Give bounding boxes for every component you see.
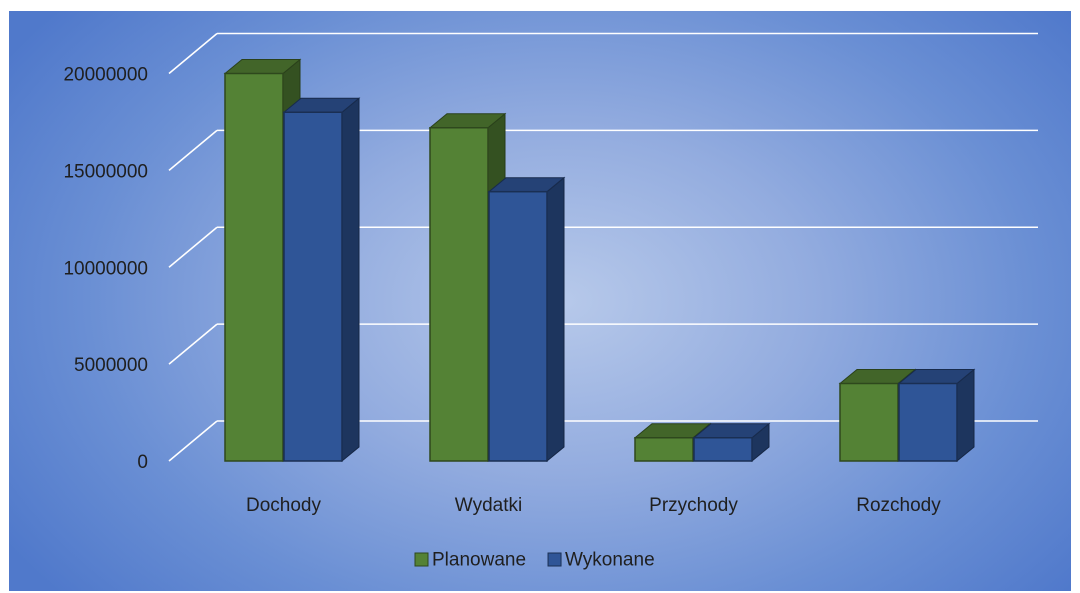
legend-swatch (414, 552, 429, 567)
bar-wykonane-rozchody (897, 368, 976, 463)
y-axis-ticks: 0500000010000000150000002000000025000000 (63, 65, 148, 474)
bar-chart: 0500000010000000150000002000000025000000… (63, 32, 1038, 571)
y-tick-label: 0 (137, 452, 148, 473)
bar-wykonane-przychody (692, 422, 771, 463)
y-tick-label: 15000000 (63, 161, 148, 182)
legend: Planowane Wykonane (414, 550, 655, 571)
x-category-label: Wydatki (455, 495, 522, 516)
legend-item: Wykonane (547, 550, 655, 571)
x-category-label: Dochody (246, 495, 321, 516)
bars (223, 58, 976, 463)
legend-label: Wykonane (565, 550, 655, 571)
bar-wykonane-wydatki (487, 176, 566, 463)
x-axis-categories: Dochody Wydatki Przychody Rozchody (246, 495, 941, 516)
legend-item: Planowane (414, 550, 526, 571)
x-category-label: Rozchody (856, 495, 941, 516)
y-tick-label: 10000000 (63, 258, 148, 279)
y-tick-label: 20000000 (63, 65, 148, 86)
x-category-label: Przychody (649, 495, 738, 516)
bar-wykonane-dochody (282, 97, 361, 463)
legend-swatch (547, 552, 562, 567)
legend-label: Planowane (432, 550, 526, 571)
gridline (168, 32, 1038, 75)
y-tick-label: 5000000 (74, 355, 148, 376)
chart-area: 0500000010000000150000002000000025000000… (9, 11, 1071, 591)
